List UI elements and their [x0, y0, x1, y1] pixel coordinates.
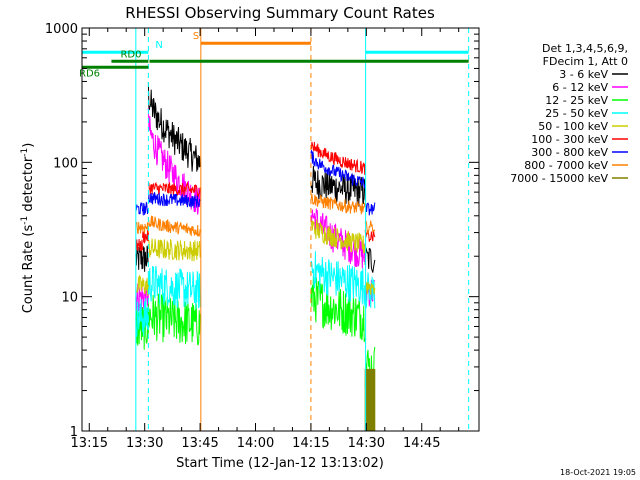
y-tick-label-2: 100 [53, 156, 78, 171]
series-line-4 [135, 218, 376, 296]
x-tick-label-2: 13:45 [181, 436, 218, 451]
legend-label-4: 50 - 100 keV [538, 120, 608, 133]
series-line-3 [135, 251, 376, 337]
legend-label-7: 800 - 7000 keV [524, 159, 608, 172]
legend: Det 1,3,4,5,6,9,FDecim 1, Att 03 - 6 keV… [510, 42, 628, 185]
x-tick-label-5: 14:30 [348, 436, 385, 451]
y-axis-label-mid: detector [21, 156, 36, 216]
status-label-3: S [193, 31, 199, 42]
y-axis: 1 10 100 1000 [45, 22, 479, 440]
legend-label-3: 25 - 50 keV [545, 107, 608, 120]
series-line-6 [135, 148, 376, 216]
status-label-5: RD6 [79, 68, 100, 79]
y-axis-label-sup1: -1 [20, 216, 30, 225]
x-axis: 13:15 13:30 13:45 14:00 14:15 14:30 14:45 [71, 28, 460, 451]
legend-label-2: 12 - 25 keV [545, 94, 608, 107]
x-tick-label-6: 14:45 [403, 436, 440, 451]
series-line-5 [135, 141, 376, 252]
legend-label-6: 300 - 800 keV [531, 146, 608, 159]
y-axis-label: Count Rate (s-1 detector-1) [20, 143, 36, 314]
y-axis-label-main: Count Rate (s [21, 225, 36, 314]
x-tick-label-1: 13:30 [126, 436, 163, 451]
y-tick-label-0: 1 [70, 425, 78, 440]
y-tick-label-3: 1000 [45, 22, 78, 37]
series-line-7 [135, 193, 376, 238]
plot-area: N S RD0 RD6 [79, 28, 470, 431]
x-tick-label-0: 13:15 [71, 436, 108, 451]
legend-header-1: FDecim 1, Att 0 [543, 55, 628, 68]
legend-label-8: 7000 - 15000 keV [510, 172, 608, 185]
x-tick-label-3: 14:00 [237, 436, 274, 451]
y-tick-label-1: 10 [61, 291, 78, 306]
status-label-2: N [155, 40, 162, 51]
plot-frame [81, 27, 480, 432]
series-line-8 [364, 368, 376, 431]
legend-label-0: 3 - 6 keV [559, 68, 608, 81]
legend-header-0: Det 1,3,4,5,6,9, [542, 42, 628, 55]
timestamp: 18-Oct-2021 19:05 [560, 468, 636, 477]
status-label-4: RD0 [120, 49, 141, 60]
x-axis-label: Start Time (12-Jan-12 13:13:02) [176, 456, 384, 471]
y-axis-label-sup2: -1 [20, 148, 30, 157]
y-axis-label-end: ) [21, 143, 36, 148]
legend-label-5: 100 - 300 keV [531, 133, 608, 146]
x-tick-label-4: 14:15 [292, 436, 329, 451]
legend-label-1: 6 - 12 keV [552, 81, 608, 94]
chart-title: RHESSI Observing Summary Count Rates [125, 4, 435, 22]
